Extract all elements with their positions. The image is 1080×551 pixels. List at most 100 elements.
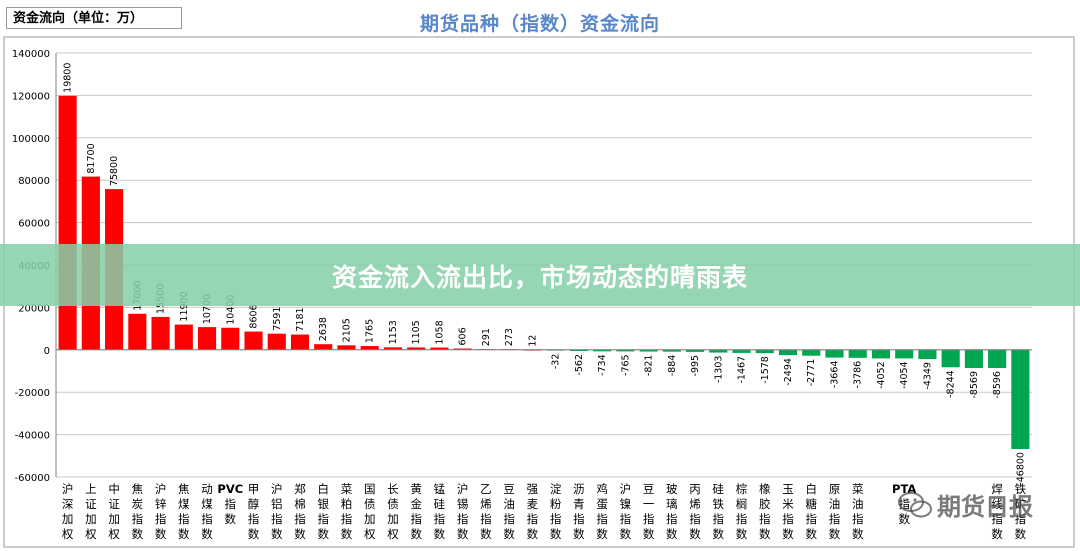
category-label: 数	[620, 527, 632, 541]
data-label: -8244	[946, 370, 957, 398]
category-label: 沪	[62, 482, 74, 496]
category-label: 米	[782, 497, 794, 511]
category-label: 上	[85, 482, 97, 496]
category-label: 焦	[132, 482, 144, 496]
category-label: 国	[364, 482, 376, 496]
category-label: 数	[689, 527, 701, 541]
category-label: 胶	[759, 497, 771, 511]
bar	[360, 346, 379, 350]
category-label: 粉	[550, 497, 562, 511]
category-label: 指	[782, 512, 794, 526]
y-tick-label: -60000	[15, 473, 50, 484]
data-label: 1153	[388, 320, 399, 344]
category-label: 指	[271, 512, 283, 526]
category-label: 指	[457, 512, 469, 526]
category-label: 甲	[248, 482, 260, 496]
data-label: -32	[551, 354, 562, 370]
category-label: 鸡	[596, 482, 608, 496]
category-label: 指	[736, 512, 748, 526]
category-label: 指	[991, 512, 1003, 526]
category-label: 数	[225, 512, 237, 526]
category-label: 加	[364, 512, 376, 526]
bar	[267, 333, 286, 350]
bar	[197, 327, 217, 350]
category-label: 指	[573, 512, 585, 526]
category-label: 指	[132, 512, 144, 526]
category-label: 白	[317, 482, 329, 496]
category-label: 债	[364, 497, 376, 511]
data-label: -4052	[876, 361, 887, 389]
data-label: 1058	[434, 320, 445, 344]
category-label: 数	[410, 527, 422, 541]
category-label: 焊	[991, 482, 1003, 496]
category-label: 豆	[643, 482, 655, 496]
bar	[848, 349, 867, 358]
y-tick-label: 140000	[12, 49, 50, 60]
data-label: 2105	[341, 318, 352, 342]
category-label: 加	[62, 512, 74, 526]
category-label: 一	[643, 497, 655, 511]
bar	[895, 349, 914, 359]
category-label: 矿	[1015, 497, 1027, 511]
category-label: 指	[341, 512, 353, 526]
data-label: 273	[504, 328, 515, 346]
category-label: 指	[317, 512, 329, 526]
data-label: -46800	[1015, 452, 1026, 486]
category-label: 指	[643, 512, 655, 526]
category-label: 指	[201, 512, 213, 526]
category-label: 权	[364, 527, 376, 541]
data-label: -995	[690, 355, 701, 377]
data-label: -3664	[829, 361, 840, 389]
category-label: 长	[387, 482, 399, 496]
y-tick-label: 100000	[12, 134, 50, 145]
data-label: 19800	[63, 63, 74, 93]
category-label: 数	[317, 527, 329, 541]
category-label: 指	[248, 512, 260, 526]
category-label: 数	[852, 527, 864, 541]
category-label: 指	[225, 497, 237, 511]
category-label: 镍	[620, 497, 632, 511]
category-label: 数	[294, 527, 306, 541]
category-label: 数	[573, 527, 585, 541]
category-label: 硅	[434, 497, 446, 511]
category-label: 指	[178, 512, 190, 526]
data-label: 11900	[179, 291, 190, 321]
headline-text: 资金流入流出比，市场动态的晴雨表	[331, 263, 748, 292]
category-label: 橡	[759, 482, 771, 496]
data-label: -562	[574, 354, 585, 376]
data-label: -2494	[783, 358, 794, 386]
data-label: 10400	[225, 295, 236, 325]
category-label: 烯	[689, 497, 701, 511]
category-label: 数	[527, 527, 539, 541]
bar	[337, 345, 356, 350]
category-label: 数	[805, 527, 817, 541]
bar	[151, 316, 170, 350]
y-tick-label: 0	[44, 346, 50, 357]
chart-title: 期货品种（指数）资金流向	[419, 13, 660, 35]
data-label: 7181	[295, 307, 306, 331]
category-label: 数	[503, 527, 515, 541]
category-label: 指	[620, 512, 632, 526]
category-label: 数	[201, 527, 213, 541]
category-label: 玻	[666, 482, 678, 496]
data-label: 606	[458, 327, 469, 345]
category-label: 锰	[434, 482, 446, 496]
data-label: -4054	[899, 361, 910, 389]
data-label: -8596	[992, 371, 1003, 399]
category-label: 粕	[341, 497, 353, 511]
category-label: 指	[805, 512, 817, 526]
category-label: 指	[713, 512, 725, 526]
category-label: 指	[1015, 512, 1027, 526]
category-label: 铝	[271, 497, 283, 511]
unit-label: 资金流向（单位：万）	[6, 7, 182, 29]
data-label: -8569	[969, 371, 980, 399]
data-label: 1105	[411, 320, 422, 344]
y-tick-label: 60000	[18, 219, 50, 230]
category-label: 青	[573, 497, 585, 511]
bar	[174, 324, 193, 350]
category-label: 证	[108, 497, 120, 511]
data-label: 2638	[318, 317, 329, 341]
y-tick-label: 20000	[18, 303, 50, 314]
category-label: 线	[991, 497, 1003, 511]
bar	[639, 349, 658, 352]
